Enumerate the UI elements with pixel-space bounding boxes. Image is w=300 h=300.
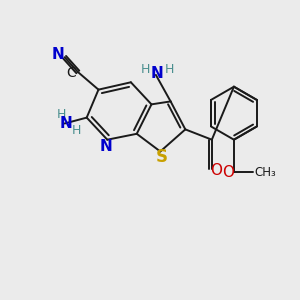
Text: C: C [67, 66, 76, 80]
Text: CH₃: CH₃ [254, 166, 276, 178]
Text: H: H [57, 108, 66, 121]
Text: N: N [100, 139, 112, 154]
Text: N: N [151, 66, 164, 81]
Text: N: N [60, 116, 73, 131]
Text: O: O [223, 165, 235, 180]
Text: H: H [164, 62, 174, 76]
Text: H: H [141, 62, 150, 76]
Text: H: H [72, 124, 81, 137]
Text: N: N [52, 47, 64, 62]
Text: O: O [210, 163, 222, 178]
Text: S: S [156, 148, 168, 166]
